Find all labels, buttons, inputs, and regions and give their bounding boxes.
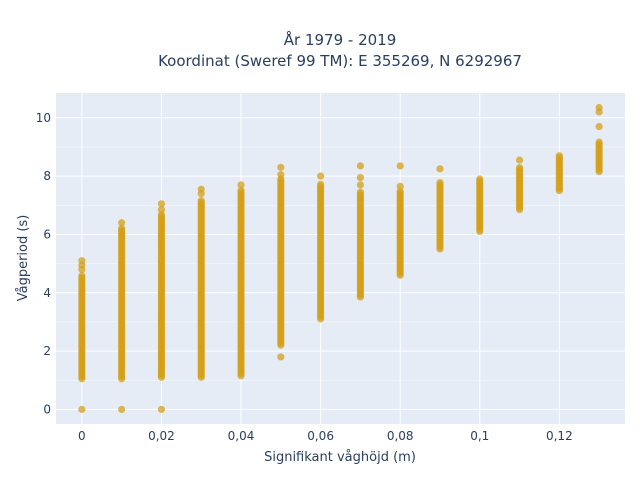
- y-tick-label: 10: [36, 111, 51, 125]
- point-column: [396, 162, 404, 279]
- data-point: [356, 188, 364, 196]
- data-points: [78, 103, 603, 414]
- chart-title-line1: År 1979 - 2019: [284, 30, 397, 49]
- x-tick-label: 0,02: [148, 429, 175, 443]
- point-column: [317, 172, 325, 323]
- x-tick-label: 0,12: [546, 429, 573, 443]
- data-point: [595, 138, 603, 146]
- data-point: [317, 180, 325, 188]
- point-column: [436, 165, 444, 253]
- data-point: [356, 181, 364, 189]
- data-point: [555, 152, 563, 160]
- data-point: [396, 162, 404, 170]
- x-tick-label: 0,06: [307, 429, 334, 443]
- data-point: [237, 181, 245, 189]
- data-point: [157, 206, 166, 214]
- data-point: [78, 257, 86, 265]
- data-point: [78, 405, 86, 414]
- data-point: [118, 224, 126, 232]
- data-point: [396, 187, 404, 195]
- point-column: [157, 200, 166, 414]
- y-axis-title: Vågperiod (s): [16, 215, 31, 302]
- data-point: [237, 186, 245, 195]
- plot-area: [56, 93, 625, 424]
- data-point: [277, 353, 285, 361]
- x-tick-label: 0,08: [387, 429, 414, 443]
- data-point: [476, 175, 484, 183]
- data-point: [436, 178, 444, 187]
- y-axis-ticks: 0 2 4 6 8 10: [36, 111, 51, 417]
- point-column: [476, 175, 484, 236]
- point-column: [277, 163, 285, 361]
- data-point: [157, 200, 166, 208]
- y-tick-label: 0: [43, 402, 51, 416]
- point-column: [595, 103, 603, 176]
- data-point: [118, 219, 126, 227]
- x-tick-label: 0,1: [470, 429, 489, 443]
- data-point: [157, 211, 166, 219]
- point-column: [197, 185, 205, 381]
- data-point: [515, 156, 524, 164]
- chart-title-line2: Koordinat (Sweref 99 TM): E 355269, N 62…: [158, 52, 522, 70]
- data-point: [436, 165, 444, 173]
- data-point: [277, 163, 285, 171]
- x-axis-ticks: 0 0,02 0,04 0,06 0,08 0,1 0,12: [78, 429, 573, 443]
- x-tick-label: 0: [78, 429, 86, 443]
- x-tick-label: 0,04: [228, 429, 255, 443]
- data-point: [157, 405, 166, 414]
- data-point: [78, 271, 86, 280]
- data-point: [356, 162, 364, 170]
- data-point: [396, 182, 404, 190]
- data-point: [595, 122, 603, 131]
- x-axis-title: Signifikant våghöjd (m): [264, 450, 416, 465]
- data-point: [317, 172, 325, 180]
- point-column: [237, 181, 245, 380]
- data-point: [197, 197, 205, 205]
- y-tick-label: 8: [43, 169, 51, 183]
- point-column: [118, 219, 126, 414]
- y-tick-label: 2: [43, 344, 51, 358]
- data-point: [118, 405, 126, 414]
- data-point: [277, 171, 285, 179]
- data-point: [515, 164, 524, 172]
- point-column: [356, 162, 364, 301]
- data-point: [356, 173, 364, 182]
- y-tick-label: 4: [43, 286, 51, 300]
- data-point: [197, 185, 205, 193]
- data-point: [595, 103, 603, 112]
- point-column: [515, 156, 524, 214]
- y-tick-label: 6: [43, 227, 51, 241]
- point-column: [78, 257, 86, 414]
- point-column: [555, 152, 563, 195]
